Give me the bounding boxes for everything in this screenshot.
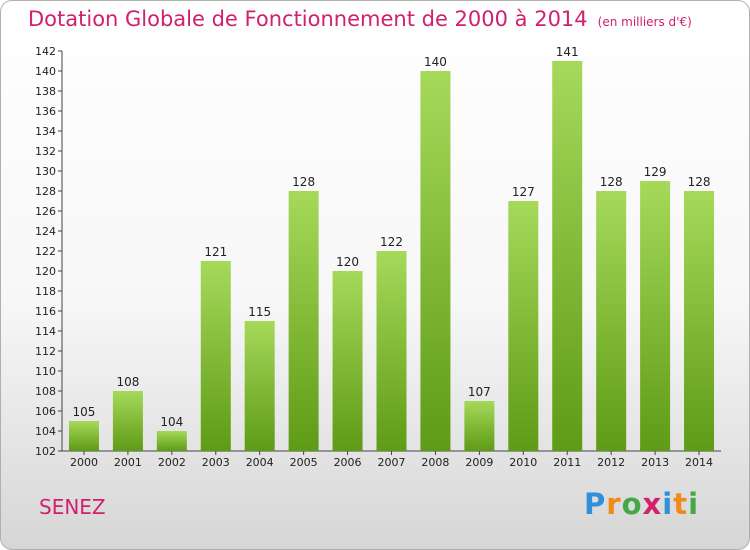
- y-tick-label: 142: [35, 45, 56, 58]
- bar-2014: [684, 191, 715, 451]
- logo-letter: x: [642, 487, 663, 521]
- y-tick-label: 118: [35, 285, 56, 298]
- value-labels: 105 108 104 121 115 128 120 122 140 107 127 141 128 1…: [73, 45, 711, 429]
- logo-letter: P: [584, 487, 607, 521]
- value-label-2014: 128: [688, 175, 711, 189]
- y-tick-label: 130: [35, 165, 56, 178]
- y-tick-label: 140: [35, 65, 56, 78]
- bar-2009: [464, 401, 495, 451]
- logo-letter: i: [662, 487, 674, 521]
- bar-2003: [200, 261, 231, 451]
- x-tick-label-2010: 2010: [509, 456, 537, 469]
- bar-2006: [332, 271, 363, 451]
- value-label-2001: 108: [116, 375, 139, 389]
- value-label-2010: 127: [512, 185, 535, 199]
- logo-letter: o: [621, 487, 643, 521]
- value-label-2004: 115: [248, 305, 271, 319]
- y-tick-label: 126: [35, 205, 56, 218]
- y-tick-label: 124: [35, 225, 56, 238]
- y-tick-label: 138: [35, 85, 56, 98]
- bar-2010: [508, 201, 539, 451]
- value-label-2008: 140: [424, 55, 447, 69]
- x-tick-label-2003: 2003: [202, 456, 230, 469]
- value-label-2006: 120: [336, 255, 359, 269]
- y-tick-label: 122: [35, 245, 56, 258]
- y-tick-label: 106: [35, 405, 56, 418]
- y-tick-label: 110: [35, 365, 56, 378]
- y-tick-label: 116: [35, 305, 56, 318]
- bar-2011: [552, 61, 583, 451]
- proxiti-logo[interactable]: Proxiti: [584, 487, 699, 521]
- bar-2013: [640, 181, 671, 451]
- x-tick-label-2013: 2013: [641, 456, 669, 469]
- y-tick-label: 102: [35, 445, 56, 458]
- commune-name: SENEZ: [39, 495, 106, 519]
- value-label-2002: 104: [160, 415, 183, 429]
- value-label-2011: 141: [556, 45, 579, 59]
- bar-2008: [420, 71, 451, 451]
- logo-letter: t: [673, 487, 689, 521]
- x-tick-label-2012: 2012: [597, 456, 625, 469]
- bar-2005: [288, 191, 319, 451]
- value-label-2005: 128: [292, 175, 315, 189]
- value-label-2003: 121: [204, 245, 227, 259]
- x-tick-label-2008: 2008: [421, 456, 449, 469]
- value-label-2000: 105: [73, 405, 96, 419]
- y-tick-label: 104: [35, 425, 56, 438]
- y-tick-label: 132: [35, 145, 56, 158]
- x-tick-label-2009: 2009: [465, 456, 493, 469]
- y-tick-label: 120: [35, 265, 56, 278]
- bar-2000: [68, 421, 99, 451]
- x-tick-label-2006: 2006: [334, 456, 362, 469]
- bar-2001: [112, 391, 143, 451]
- x-tick-label-2005: 2005: [290, 456, 318, 469]
- x-tick-label-2014: 2014: [685, 456, 713, 469]
- bar-2002: [156, 431, 187, 451]
- value-label-2013: 129: [644, 165, 667, 179]
- y-tick-label: 114: [35, 325, 56, 338]
- chart-title-text: Dotation Globale de Fonctionnement de 20…: [28, 7, 588, 31]
- value-label-2009: 107: [468, 385, 491, 399]
- value-label-2007: 122: [380, 235, 403, 249]
- bars: [68, 61, 715, 451]
- y-tick-label: 136: [35, 105, 56, 118]
- value-label-2012: 128: [600, 175, 623, 189]
- chart-title: Dotation Globale de Fonctionnement de 20…: [28, 7, 692, 31]
- bar-2004: [244, 321, 275, 451]
- bar-2007: [376, 251, 407, 451]
- y-tick-label: 108: [35, 385, 56, 398]
- y-tick-label: 112: [35, 345, 56, 358]
- x-tick-label-2001: 2001: [114, 456, 142, 469]
- x-tick-label-2002: 2002: [158, 456, 186, 469]
- y-tick-label: 134: [35, 125, 56, 138]
- x-tick-label-2004: 2004: [246, 456, 274, 469]
- bar-2012: [596, 191, 627, 451]
- x-tick-label-2011: 2011: [553, 456, 581, 469]
- y-tick-label: 128: [35, 185, 56, 198]
- logo-letter: r: [606, 487, 622, 521]
- x-tick-label-2007: 2007: [378, 456, 406, 469]
- logo-letter: i: [688, 487, 700, 521]
- chart-subtitle: (en milliers d'€): [597, 15, 692, 29]
- x-tick-label-2000: 2000: [70, 456, 98, 469]
- axes: 102 104 106 108 110 112 114 116 118 120 122 124 126 1…: [35, 45, 721, 469]
